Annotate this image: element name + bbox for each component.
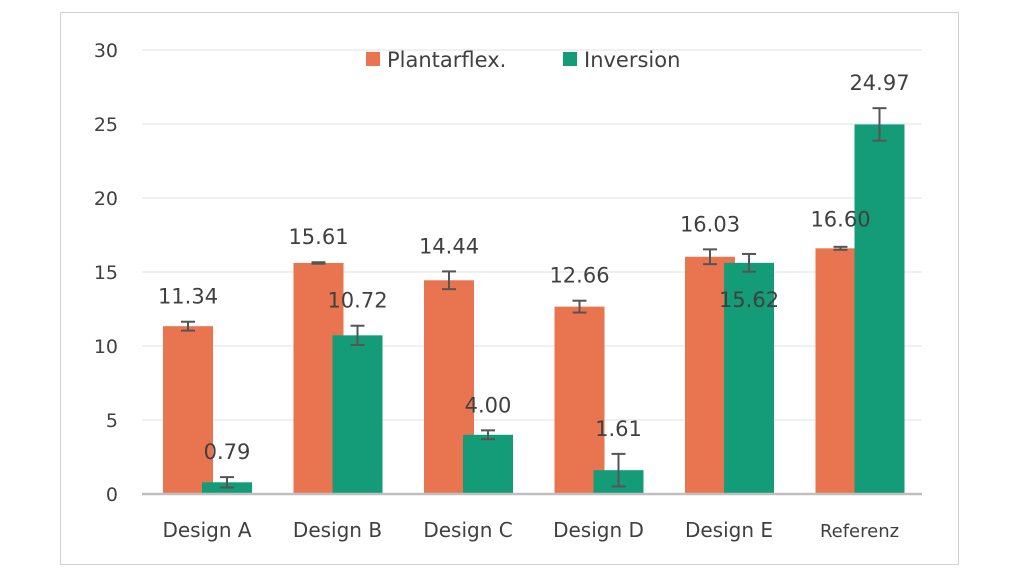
- data-label: 0.79: [204, 440, 251, 464]
- legend-label: Plantarflex.: [387, 48, 506, 72]
- y-tick-label: 30: [94, 40, 118, 62]
- x-tick-label: Design A: [162, 518, 251, 542]
- y-tick-label: 10: [94, 336, 118, 358]
- y-tick-label: 25: [94, 114, 118, 136]
- data-label: 15.61: [288, 225, 348, 249]
- chart-frame: [60, 12, 959, 565]
- x-tick-label: Design C: [423, 518, 512, 542]
- data-label: 24.97: [849, 71, 909, 95]
- data-label: 16.03: [680, 212, 740, 236]
- y-tick-label: 20: [94, 188, 118, 210]
- data-label: 10.72: [327, 289, 387, 313]
- x-tick-label: Design D: [553, 518, 644, 542]
- data-label: 12.66: [549, 264, 609, 288]
- data-label: 4.00: [465, 393, 512, 417]
- x-tick-label: Referenz: [820, 521, 899, 542]
- legend-swatch: [366, 52, 380, 66]
- data-label: 16.60: [810, 207, 870, 231]
- bar-inversion: [724, 262, 774, 494]
- data-label: 11.34: [158, 285, 218, 309]
- data-label: 15.62: [719, 288, 779, 312]
- bar-inversion: [854, 124, 905, 494]
- y-tick-label: 5: [106, 410, 118, 432]
- bar-inversion: [463, 434, 513, 494]
- bar-plantarflex: [163, 326, 213, 494]
- legend-swatch: [563, 52, 577, 66]
- x-tick-label: Design B: [293, 518, 382, 542]
- bar-plantarflex: [554, 306, 605, 494]
- bar-inversion: [332, 335, 383, 494]
- data-label: 14.44: [419, 234, 479, 258]
- x-tick-label: Design E: [685, 518, 773, 542]
- data-label: 1.61: [595, 417, 642, 441]
- y-tick-label: 15: [94, 262, 118, 284]
- legend-label: Inversion: [584, 48, 680, 72]
- y-tick-label: 0: [106, 484, 118, 506]
